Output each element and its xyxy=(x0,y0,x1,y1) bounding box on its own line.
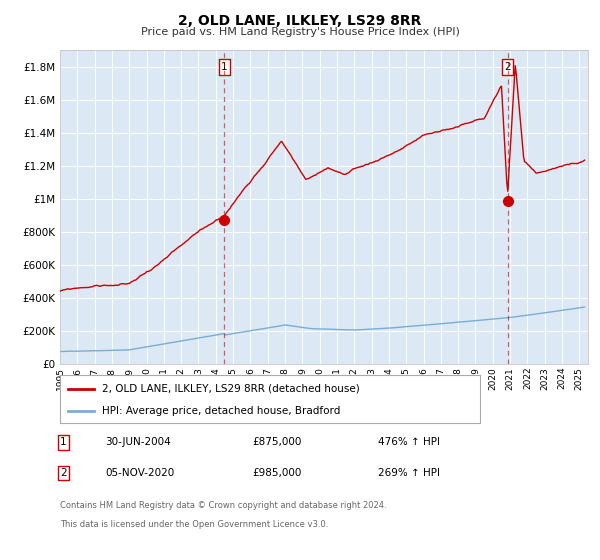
Text: £875,000: £875,000 xyxy=(252,437,301,447)
Text: This data is licensed under the Open Government Licence v3.0.: This data is licensed under the Open Gov… xyxy=(60,520,328,529)
Text: 2: 2 xyxy=(60,468,67,478)
Text: 1: 1 xyxy=(221,62,228,72)
Text: 2: 2 xyxy=(504,62,511,72)
Text: 2, OLD LANE, ILKLEY, LS29 8RR (detached house): 2, OLD LANE, ILKLEY, LS29 8RR (detached … xyxy=(102,384,360,394)
Text: 05-NOV-2020: 05-NOV-2020 xyxy=(105,468,174,478)
Text: 1: 1 xyxy=(60,437,67,447)
Text: 2, OLD LANE, ILKLEY, LS29 8RR: 2, OLD LANE, ILKLEY, LS29 8RR xyxy=(178,14,422,28)
Text: 476% ↑ HPI: 476% ↑ HPI xyxy=(378,437,440,447)
Text: 30-JUN-2004: 30-JUN-2004 xyxy=(105,437,171,447)
Text: 269% ↑ HPI: 269% ↑ HPI xyxy=(378,468,440,478)
Text: Price paid vs. HM Land Registry's House Price Index (HPI): Price paid vs. HM Land Registry's House … xyxy=(140,27,460,37)
Text: £985,000: £985,000 xyxy=(252,468,301,478)
Text: HPI: Average price, detached house, Bradford: HPI: Average price, detached house, Brad… xyxy=(102,406,340,416)
Text: Contains HM Land Registry data © Crown copyright and database right 2024.: Contains HM Land Registry data © Crown c… xyxy=(60,501,386,510)
